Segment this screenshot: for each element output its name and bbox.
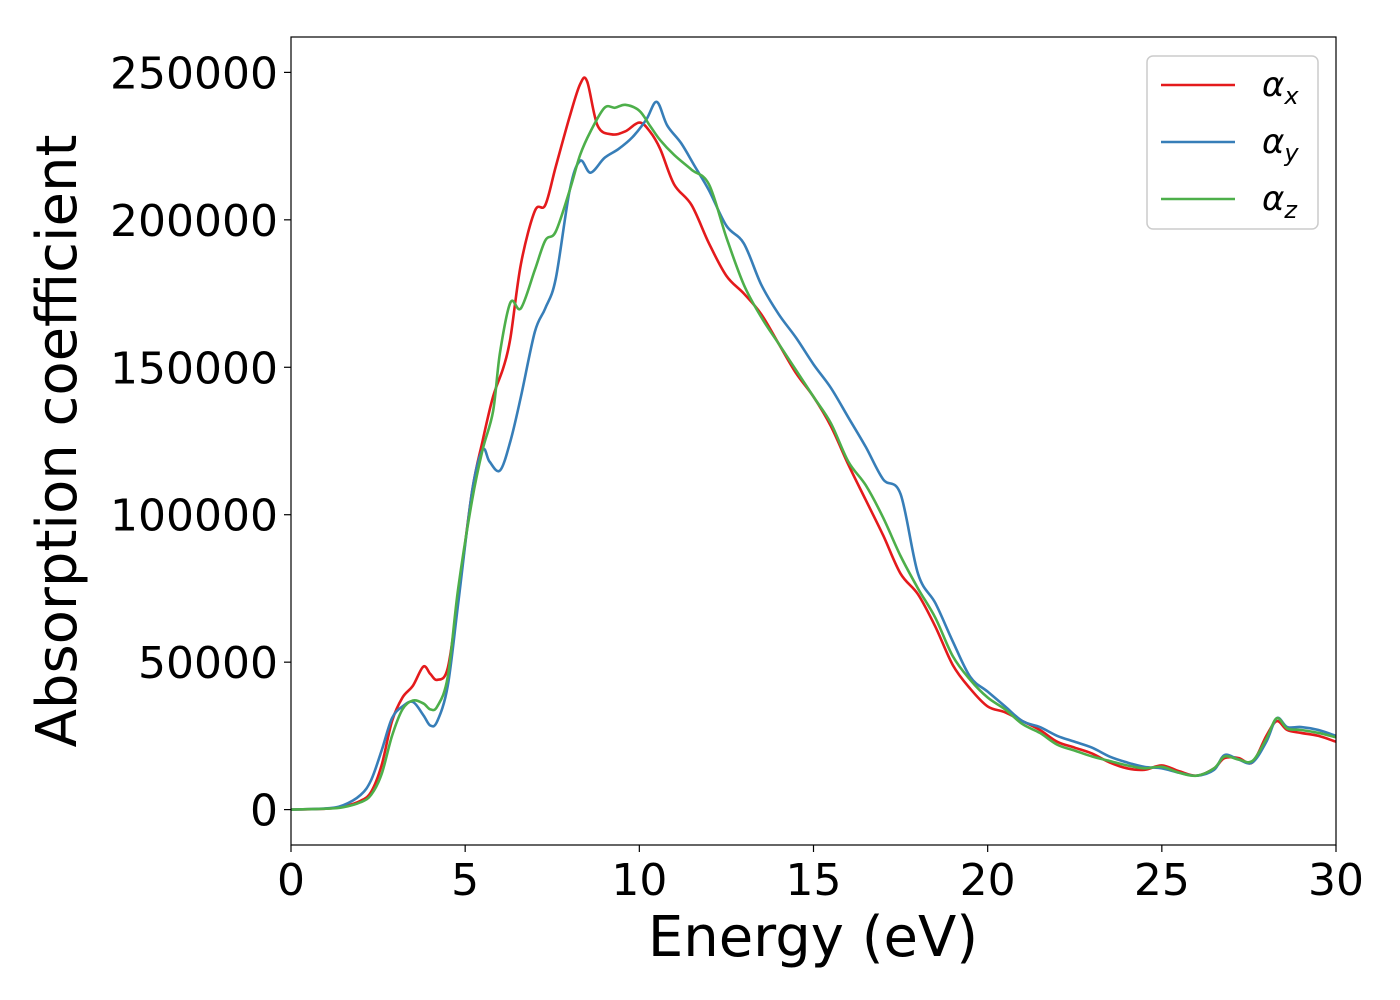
- series-layer: [290, 76, 1337, 811]
- y-tick-label: 200000: [110, 196, 278, 247]
- legend-label-z: αz: [1262, 179, 1298, 224]
- x-tick-label: 15: [786, 855, 842, 906]
- legend: αx αy αz: [1146, 55, 1319, 230]
- series-line-x: [290, 76, 1337, 811]
- x-axis-title: Energy (eV): [648, 905, 978, 970]
- y-axis: 0 50000 100000 150000 200000 250000: [110, 48, 291, 837]
- series-line-z: [290, 103, 1337, 811]
- x-tick-label: 25: [1134, 855, 1190, 906]
- x-tick-label: 10: [611, 855, 667, 906]
- x-tick-label: 20: [960, 855, 1016, 906]
- y-tick-label: 100000: [110, 491, 278, 542]
- x-tick-label: 5: [451, 855, 479, 906]
- y-tick-label: 150000: [110, 343, 278, 394]
- legend-label-y: αy: [1262, 122, 1299, 167]
- y-tick-label: 0: [250, 786, 278, 837]
- series-line-y: [290, 100, 1337, 811]
- x-tick-label: 30: [1308, 855, 1364, 906]
- y-axis-title: Absorption coefficient: [25, 135, 90, 748]
- x-axis: 0 5 10 15 20 25 30: [277, 845, 1364, 906]
- legend-label-x: αx: [1262, 65, 1299, 110]
- y-tick-label: 250000: [110, 48, 278, 99]
- y-tick-label: 50000: [138, 638, 278, 689]
- x-tick-label: 0: [277, 855, 305, 906]
